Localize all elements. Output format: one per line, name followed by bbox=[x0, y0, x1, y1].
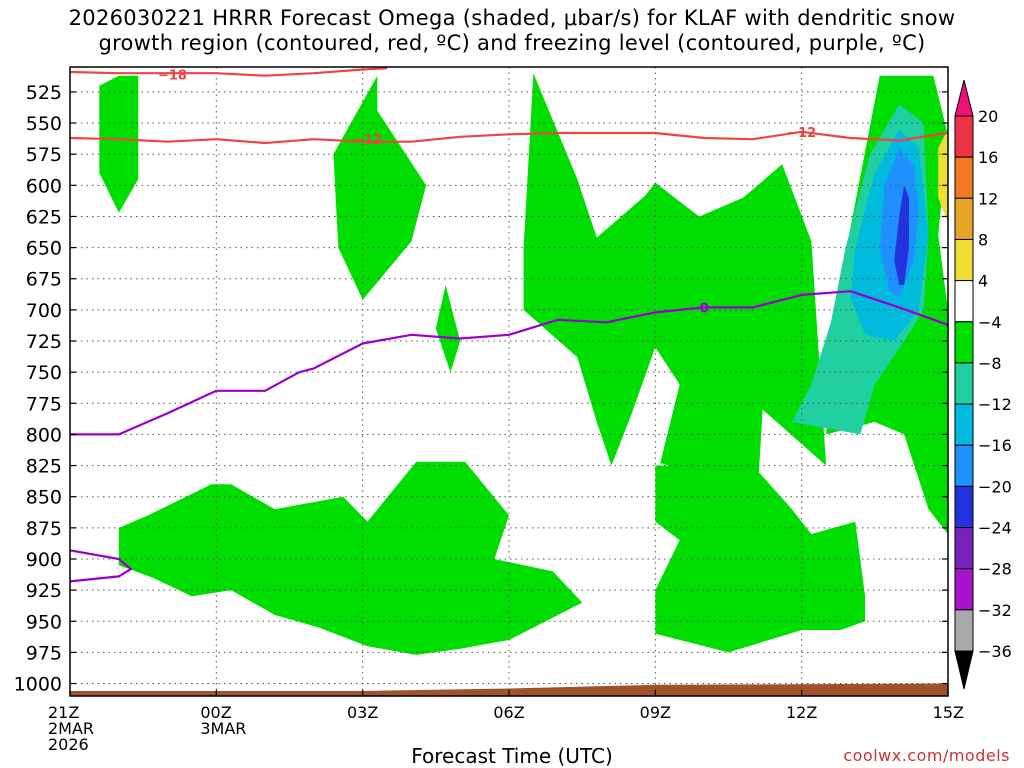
contour-freezing-level bbox=[70, 290, 949, 436]
ytick-label-750: 750 bbox=[26, 362, 62, 384]
colorbar-band-10 bbox=[954, 527, 974, 570]
chart-title-line-2: growth region (contoured, red, ºC) and f… bbox=[98, 31, 926, 55]
ytick-label-925: 925 bbox=[26, 580, 62, 602]
contour-label-dendritic-12-1: −12 bbox=[787, 126, 816, 141]
omega-region-1 bbox=[333, 75, 427, 300]
colorbar-label-13: −36 bbox=[978, 642, 1012, 661]
ytick-label-850: 850 bbox=[26, 487, 62, 509]
colorbar-label-9: −20 bbox=[978, 477, 1012, 496]
ytick-label-725: 725 bbox=[26, 331, 62, 353]
omega-region-0 bbox=[99, 75, 139, 213]
contour-label-dendritic-18-0: −18 bbox=[158, 68, 187, 83]
colorbar-band-6 bbox=[954, 362, 974, 405]
ytick-label-775: 775 bbox=[26, 393, 62, 415]
ytick-label-700: 700 bbox=[26, 300, 62, 322]
colorbar-band-9 bbox=[954, 485, 974, 529]
x-axis-title: Forecast Time (UTC) bbox=[411, 744, 613, 768]
xtick-label-18: 15Z bbox=[933, 703, 964, 722]
contour-label-freezing-level-0: 0 bbox=[700, 301, 709, 316]
ytick-label-650: 650 bbox=[26, 238, 62, 260]
ytick-label-950: 950 bbox=[26, 611, 62, 633]
colorbar-band-5 bbox=[954, 321, 974, 364]
colorbar-label-0: 20 bbox=[978, 107, 998, 126]
contour-freezing-level-low bbox=[69, 549, 133, 583]
omega-region-10 bbox=[894, 185, 909, 285]
ytick-label-575: 575 bbox=[26, 144, 62, 166]
xtick-label-0: 21Z 2MAR 2026 bbox=[48, 703, 94, 754]
colorbar-label-4: 4 bbox=[978, 272, 988, 291]
chart-title-line-1: 2026030221 HRRR Forecast Omega (shaded, … bbox=[68, 6, 956, 30]
colorbar-label-10: −24 bbox=[978, 519, 1012, 538]
omega-region-6 bbox=[655, 465, 866, 653]
ytick-label-625: 625 bbox=[26, 206, 62, 228]
colorbar-band-2 bbox=[954, 197, 974, 240]
colorbar-band-3 bbox=[954, 238, 974, 282]
xtick-label-9: 06Z bbox=[493, 703, 524, 722]
xtick-label-3: 00Z 3MAR bbox=[200, 703, 246, 738]
ytick-label-875: 875 bbox=[26, 518, 62, 540]
colorbar-label-5: −4 bbox=[978, 313, 1002, 332]
omega-region-5 bbox=[118, 461, 583, 655]
xtick-label-15: 12Z bbox=[786, 703, 817, 722]
ytick-label-800: 800 bbox=[26, 424, 62, 446]
ytick-label-1000: 1000 bbox=[14, 674, 62, 696]
colorbar-label-11: −28 bbox=[978, 560, 1012, 579]
ytick-label-550: 550 bbox=[26, 113, 62, 135]
colorbar-label-1: 16 bbox=[978, 148, 998, 167]
xtick-label-6: 03Z bbox=[347, 703, 378, 722]
colorbar-label-6: −8 bbox=[978, 354, 1002, 373]
colorbar-band-12 bbox=[954, 609, 974, 652]
xtick-label-12: 09Z bbox=[640, 703, 671, 722]
colorbar-band-11 bbox=[954, 568, 974, 611]
colorbar-label-12: −32 bbox=[978, 601, 1012, 620]
colorbar-band-4 bbox=[954, 280, 974, 323]
ytick-label-975: 975 bbox=[26, 642, 62, 664]
ytick-label-525: 525 bbox=[26, 82, 62, 104]
ytick-label-825: 825 bbox=[26, 456, 62, 478]
colorbar-label-8: −16 bbox=[978, 436, 1012, 455]
ytick-label-600: 600 bbox=[26, 175, 62, 197]
ytick-label-675: 675 bbox=[26, 269, 62, 291]
colorbar-band-8 bbox=[954, 444, 974, 487]
contour-dendritic-18 bbox=[69, 67, 388, 77]
omega-region-2 bbox=[523, 73, 827, 491]
colorbar-label-2: 12 bbox=[978, 189, 998, 208]
site-credit: coolwx.com/models bbox=[843, 746, 1010, 765]
colorbar-band-1 bbox=[954, 156, 974, 199]
omega-region-4 bbox=[435, 285, 461, 373]
ytick-label-900: 900 bbox=[26, 549, 62, 571]
colorbar-band-7 bbox=[954, 403, 974, 446]
omega-region-11 bbox=[938, 129, 948, 223]
contour-dendritic-12 bbox=[69, 130, 949, 145]
colorbar-top-arrow bbox=[954, 79, 974, 117]
colorbar-bottom-arrow bbox=[954, 650, 974, 690]
colorbar-band-0 bbox=[954, 115, 974, 158]
colorbar-label-3: 8 bbox=[978, 230, 988, 249]
contour-label-dendritic-12-0: −12 bbox=[353, 133, 382, 148]
colorbar-label-7: −12 bbox=[978, 395, 1012, 414]
